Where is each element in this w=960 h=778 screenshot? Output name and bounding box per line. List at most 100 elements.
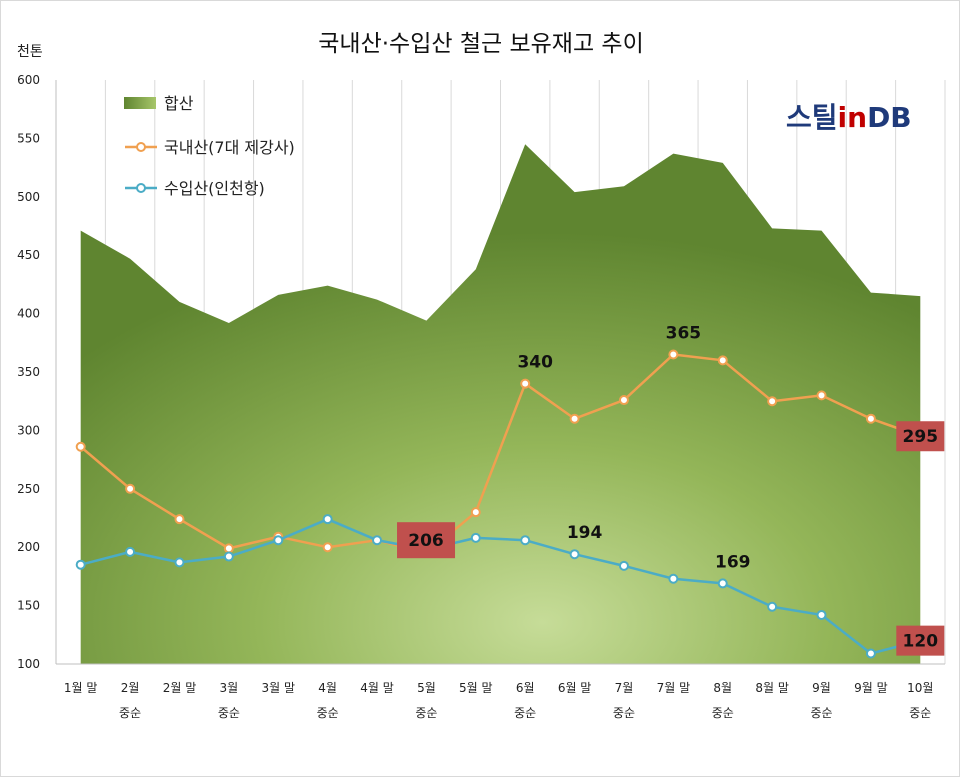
data-point <box>717 578 728 589</box>
y-tick-label: 500 <box>17 190 40 204</box>
data-point <box>816 609 827 620</box>
logo-db: DB <box>867 101 912 134</box>
x-tick-label: 7월 말 <box>657 681 691 695</box>
x-tick-sublabel: 중순 <box>613 706 635 720</box>
x-tick-label: 6월 말 <box>558 681 592 695</box>
x-tick-label: 8월 말 <box>755 681 789 695</box>
data-point <box>322 514 333 525</box>
y-tick-label: 450 <box>17 248 40 262</box>
x-tick-sublabel: 중순 <box>119 706 141 720</box>
data-point <box>865 413 876 424</box>
data-point <box>470 507 481 518</box>
data-point <box>668 573 679 584</box>
data-point <box>865 648 876 659</box>
data-point <box>322 542 333 553</box>
y-tick-label: 300 <box>17 423 40 437</box>
data-point <box>125 483 136 494</box>
total-area <box>80 144 921 665</box>
data-point <box>75 559 86 570</box>
logo-in: in <box>838 101 868 134</box>
data-point <box>520 535 531 546</box>
data-label-box <box>397 522 456 559</box>
series-line-1 <box>79 353 921 555</box>
x-tick-sublabel: 중순 <box>909 706 931 720</box>
x-tick-label: 10월 <box>907 681 933 695</box>
x-tick-label: 5월 말 <box>459 681 493 695</box>
x-tick-sublabel: 중순 <box>317 706 339 720</box>
data-label: 194 <box>567 523 603 543</box>
steelindb-logo: 스틸inDB <box>786 101 912 134</box>
x-tick-label: 7월 <box>615 681 634 695</box>
data-point <box>767 396 778 407</box>
y-axis-ticks: 100 150 200 250 300 350 400 450 500 550 600 <box>17 73 40 671</box>
y-tick-label: 550 <box>17 131 40 145</box>
data-label: 169 <box>715 552 751 572</box>
legend-domestic-marker <box>136 142 146 152</box>
x-tick-label: 3월 말 <box>261 681 295 695</box>
data-label-box <box>896 625 945 656</box>
data-point <box>767 601 778 612</box>
x-tick-label: 9월 <box>812 681 831 695</box>
y-unit-label: 천톤 <box>17 44 43 60</box>
y-tick-label: 600 <box>17 73 40 87</box>
logo-text: 스틸inDB <box>786 101 912 134</box>
x-tick-sublabel: 중순 <box>514 706 536 720</box>
legend: 합산 국내산(7대 제강사) 수입산(인천항) <box>124 94 295 198</box>
x-tick-sublabel: 중순 <box>712 706 734 720</box>
logo-main: 스틸 <box>786 101 838 134</box>
data-point <box>125 546 136 557</box>
x-tick-sublabel: 중순 <box>218 706 240 720</box>
data-label: 206 <box>408 531 444 551</box>
data-point <box>668 349 679 360</box>
data-point <box>174 514 185 525</box>
data-point <box>618 560 629 571</box>
y-tick-label: 150 <box>17 599 40 613</box>
legend-import-marker <box>136 183 146 193</box>
data-point <box>569 549 580 560</box>
data-label: 295 <box>903 427 939 447</box>
series-line-2 <box>80 517 921 655</box>
chart-title: 국내산·수입산 철근 보유재고 추이 <box>318 31 643 57</box>
legend-label-domestic: 국내산(7대 제강사) <box>164 138 295 157</box>
data-label-box <box>896 421 945 452</box>
x-tick-label: 6월 <box>516 681 535 695</box>
y-tick-label: 250 <box>17 482 40 496</box>
y-tick-label: 200 <box>17 540 40 554</box>
data-point <box>816 390 827 401</box>
data-label: 120 <box>903 632 939 652</box>
x-tick-label: 2월 말 <box>163 681 197 695</box>
data-label: 340 <box>517 353 553 373</box>
data-label: 365 <box>666 323 702 343</box>
data-point <box>273 535 284 546</box>
x-tick-label: 4월 말 <box>360 681 394 695</box>
data-point <box>223 543 234 554</box>
total-area-layer <box>80 144 921 665</box>
x-tick-label: 4월 <box>318 681 337 695</box>
data-point <box>174 557 185 568</box>
legend-label-total: 합산 <box>164 94 194 113</box>
axis-lines <box>55 80 945 665</box>
x-tick-sublabel: 중순 <box>810 706 832 720</box>
legend-area-swatch <box>124 97 156 109</box>
legend-label-import: 수입산(인천항) <box>164 179 265 198</box>
x-tick-label: 3월 <box>220 681 239 695</box>
data-point <box>618 395 629 406</box>
x-tick-sublabel: 중순 <box>415 706 437 720</box>
data-labels: 340 365 295 206 194 169 120 <box>397 323 945 656</box>
data-point <box>717 355 728 366</box>
data-point <box>520 378 531 389</box>
x-tick-label: 1월 말 <box>64 681 98 695</box>
x-tick-label: 2월 <box>121 681 140 695</box>
y-tick-label: 350 <box>17 365 40 379</box>
data-point <box>569 413 580 424</box>
x-tick-label: 8월 <box>713 681 732 695</box>
y-tick-label: 100 <box>17 657 40 671</box>
y-tick-label: 400 <box>17 307 40 321</box>
x-tick-label: 5월 <box>417 681 436 695</box>
data-point <box>470 532 481 543</box>
data-point <box>372 535 383 546</box>
x-tick-label: 9월 말 <box>854 681 888 695</box>
